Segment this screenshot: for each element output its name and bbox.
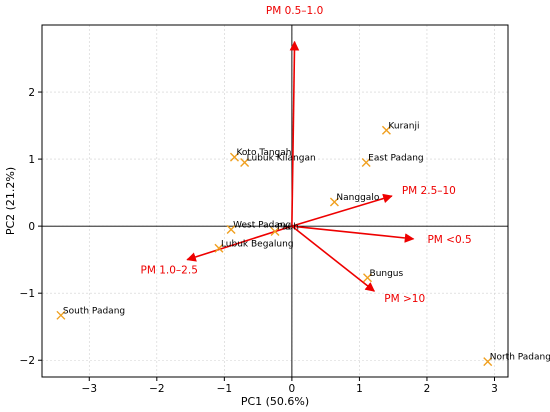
- score-point: [270, 227, 280, 237]
- x-tick-label: −3: [82, 383, 97, 395]
- point-label: Kuranji: [388, 121, 419, 131]
- y-tick-label: 0: [28, 221, 35, 233]
- score-point: [381, 125, 391, 135]
- axis-ticks: −3 −2 −1 0 1 2 3 −2 −1 0 1 2: [20, 87, 498, 395]
- score-point: [214, 243, 224, 253]
- point-label: North Padang: [490, 353, 550, 363]
- loading-arrow: [291, 225, 415, 243]
- x-tick-label: −2: [149, 383, 164, 395]
- plot-frame: [41, 24, 509, 378]
- grid-lines: [42, 25, 508, 377]
- loading-label: PM <0.5: [427, 234, 471, 246]
- point-label: Koto Tangah: [236, 148, 291, 158]
- loading-label: PM 0.5–1.0: [266, 5, 323, 17]
- point-label: Lubuk Kilangan: [247, 153, 316, 163]
- x-axis-label: PC1 (50.6%): [241, 395, 309, 408]
- zero-lines: [42, 25, 508, 377]
- score-point: [363, 273, 373, 283]
- x-tick-label: 1: [356, 383, 363, 395]
- x-tick-label: 0: [289, 383, 296, 395]
- x-tick-label: 2: [424, 383, 431, 395]
- score-point: [329, 197, 339, 207]
- y-axis-label: PC2 (21.2%): [4, 167, 17, 235]
- y-tick-label: 2: [28, 87, 35, 99]
- y-tick-label: −2: [20, 355, 35, 367]
- point-label: Lubuk Begalung: [221, 239, 294, 249]
- loading-arrow: [291, 193, 393, 227]
- score-point: [56, 310, 66, 320]
- score-point: [229, 152, 239, 162]
- point-label: Nanggalo: [336, 193, 379, 203]
- score-point: [361, 157, 371, 167]
- loading-vectors: PM 0.5–1.0 PM 2.5–10 PM <0.5 PM >10 PM 1.0–2…: [141, 5, 472, 305]
- point-label: Pauh: [277, 223, 299, 233]
- loading-arrow: [289, 40, 300, 227]
- loading-label: PM 1.0–2.5: [141, 265, 198, 277]
- loading-arrow: [291, 225, 376, 292]
- point-label: South Padang: [63, 306, 125, 316]
- point-label: East Padang: [368, 153, 423, 163]
- point-label: West Padang: [233, 220, 291, 230]
- y-tick-label: −1: [20, 288, 35, 300]
- x-tick-label: −1: [217, 383, 232, 395]
- loading-label: PM >10: [384, 293, 425, 305]
- point-label: Bungus: [370, 269, 404, 279]
- score-point: [483, 357, 493, 367]
- x-tick-label: 3: [491, 383, 498, 395]
- score-point: [226, 225, 236, 234]
- loading-label: PM 2.5–10: [402, 185, 456, 197]
- y-tick-label: 1: [28, 154, 35, 166]
- score-point: [240, 157, 250, 167]
